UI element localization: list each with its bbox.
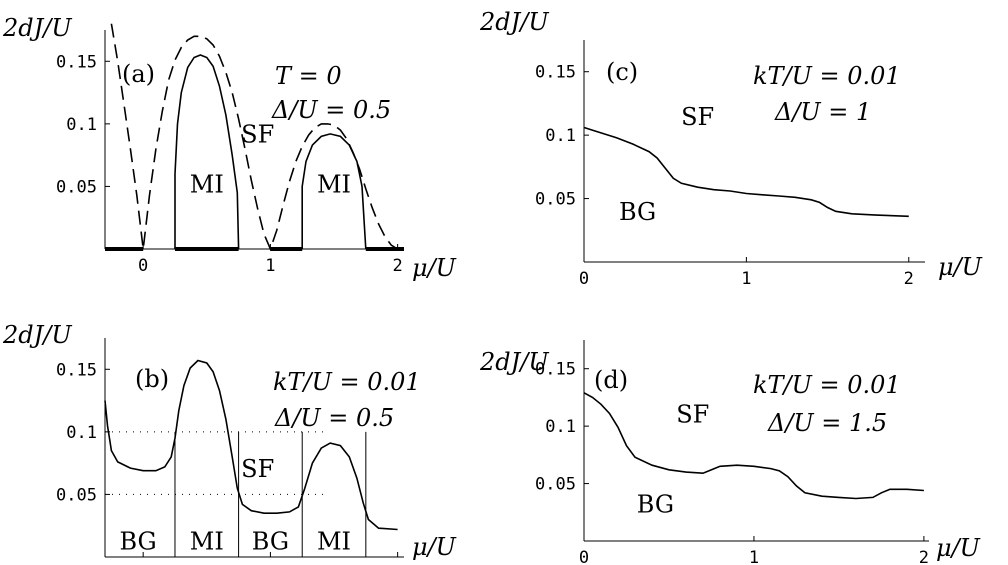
parameter-annotation: Δ/U = 1 [774, 98, 871, 126]
region-label: MI [190, 527, 224, 555]
region-label: SF [241, 121, 274, 149]
y-tick-label: 0.1 [66, 423, 97, 443]
region-label: SF [676, 401, 709, 429]
phase-boundary-curve [104, 359, 398, 531]
x-axis-label: μ/U [936, 534, 981, 562]
parameter-annotation: kT/U = 0.01 [753, 62, 901, 90]
region-label: SF [681, 103, 714, 131]
y-tick-label: 0.1 [545, 417, 576, 437]
x-axis-label: μ/U [938, 253, 983, 281]
y-tick-label: 0.05 [56, 177, 97, 197]
y-axis-label: 2dJ/U [479, 8, 549, 36]
phase-boundary-curve [583, 126, 909, 218]
x-tick-label: 2 [904, 269, 914, 289]
parameter-annotation: Δ/U = 0.5 [271, 96, 391, 124]
region-label: BG [619, 198, 656, 226]
y-tick-label: 0.15 [56, 52, 97, 72]
panel-c: 0.05 0.1 0.15 0 1 2 2dJ/U μ/U (c) kT/U = 0.01 Δ/U … [479, 8, 983, 289]
y-tick-label: 0.05 [535, 475, 576, 495]
y-tick-label: 0.1 [66, 115, 97, 135]
panel-label: (d) [594, 366, 628, 394]
panel-label: (b) [135, 365, 169, 393]
y-tick-label: 0.1 [545, 126, 576, 146]
parameter-annotation: kT/U = 0.01 [273, 368, 421, 396]
panel-label: (c) [606, 58, 638, 86]
phase-boundary-curve [301, 133, 367, 250]
y-tick-label: 0.15 [535, 63, 576, 83]
region-label: MI [190, 171, 224, 199]
parameter-annotation: kT/U = 0.01 [753, 371, 901, 399]
x-tick-label: 2 [919, 548, 929, 565]
panel-d: 0.05 0.1 0.15 0 1 2 2dJ/U μ/U (d) kT/U = 0.01 Δ/U … [479, 340, 981, 565]
x-tick-label: 2 [393, 256, 403, 276]
x-axis-label: μ/U [412, 533, 457, 561]
y-axis-label: 2dJ/U [2, 14, 72, 42]
y-tick-label: 0.05 [56, 485, 97, 505]
x-tick-label: 0 [138, 256, 148, 276]
panel-a: 0.05 0.1 0.15 0 1 2 2dJ/U μ/U (a) T = 0 Δ/U = 0.5 M… [2, 14, 457, 282]
y-tick-label: 0.15 [535, 360, 576, 380]
region-label: BG [637, 490, 674, 518]
y-tick-label: 0.15 [56, 360, 97, 380]
dashed-boundary-curve [110, 23, 399, 252]
x-tick-label: 0 [579, 548, 589, 565]
region-label: MI [317, 171, 351, 199]
x-axis-label: μ/U [412, 254, 457, 282]
y-tick-label: 0.05 [535, 190, 576, 210]
phase-boundary-curve [174, 54, 240, 250]
y-axis-label: 2dJ/U [479, 348, 549, 376]
x-tick-label: 0 [579, 269, 589, 289]
region-label: BG [252, 527, 289, 555]
region-label: SF [241, 455, 274, 483]
region-label: MI [317, 527, 351, 555]
x-tick-label: 1 [741, 269, 751, 289]
y-axis-label: 2dJ/U [2, 321, 72, 349]
parameter-annotation: Δ/U = 0.5 [274, 404, 394, 432]
phase-boundary-curve [583, 392, 924, 500]
x-tick-label: 1 [749, 548, 759, 565]
region-label: BG [119, 527, 156, 555]
panel-label: (a) [122, 60, 155, 88]
parameter-annotation: Δ/U = 1.5 [767, 409, 887, 437]
x-tick-label: 1 [265, 256, 275, 276]
parameter-annotation: T = 0 [275, 62, 342, 90]
